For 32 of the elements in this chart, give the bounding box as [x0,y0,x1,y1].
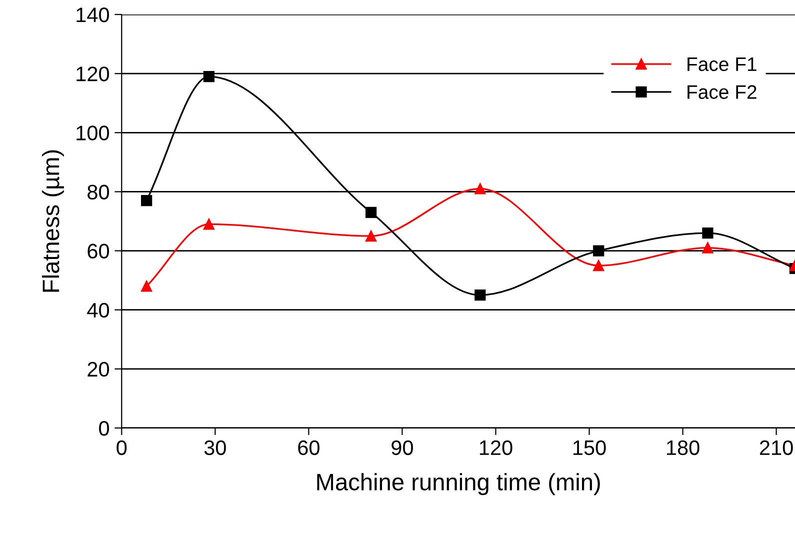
point [593,245,604,256]
x-axis-title: Machine running time (min) [317,473,600,496]
x-tick-label: 180 [666,440,700,456]
x-tick-label: 120 [480,440,512,456]
point [141,280,152,292]
x-tick-label: 150 [573,440,606,456]
point [593,260,604,272]
legend-label: Face F2 [688,85,756,99]
legend-label: Face F1 [688,58,756,72]
x-tick-label: 60 [298,440,320,456]
y-tick-label: 80 [88,184,110,200]
y-tick-label: 120 [76,66,110,82]
point [702,228,714,239]
x-tick-label: 30 [204,440,226,456]
x-tick-label: 0 [116,440,127,456]
point [474,290,486,301]
point [203,70,214,82]
y-tick-label: 0 [99,420,110,436]
y-tick-label: 60 [88,244,110,259]
point [365,206,377,218]
point [141,195,152,206]
y-axis-title: Flatness (µm) [42,150,64,292]
point [702,242,714,254]
y-tick-label: 140 [76,8,110,22]
y-tick-label: 20 [88,362,110,377]
y-tick-label: 100 [76,126,110,140]
x-tick-label: 210 [760,440,793,456]
point [474,183,486,194]
point [203,218,214,230]
x-tick-label: 90 [392,440,413,456]
point [365,230,377,242]
y-tick-label: 40 [87,302,110,318]
